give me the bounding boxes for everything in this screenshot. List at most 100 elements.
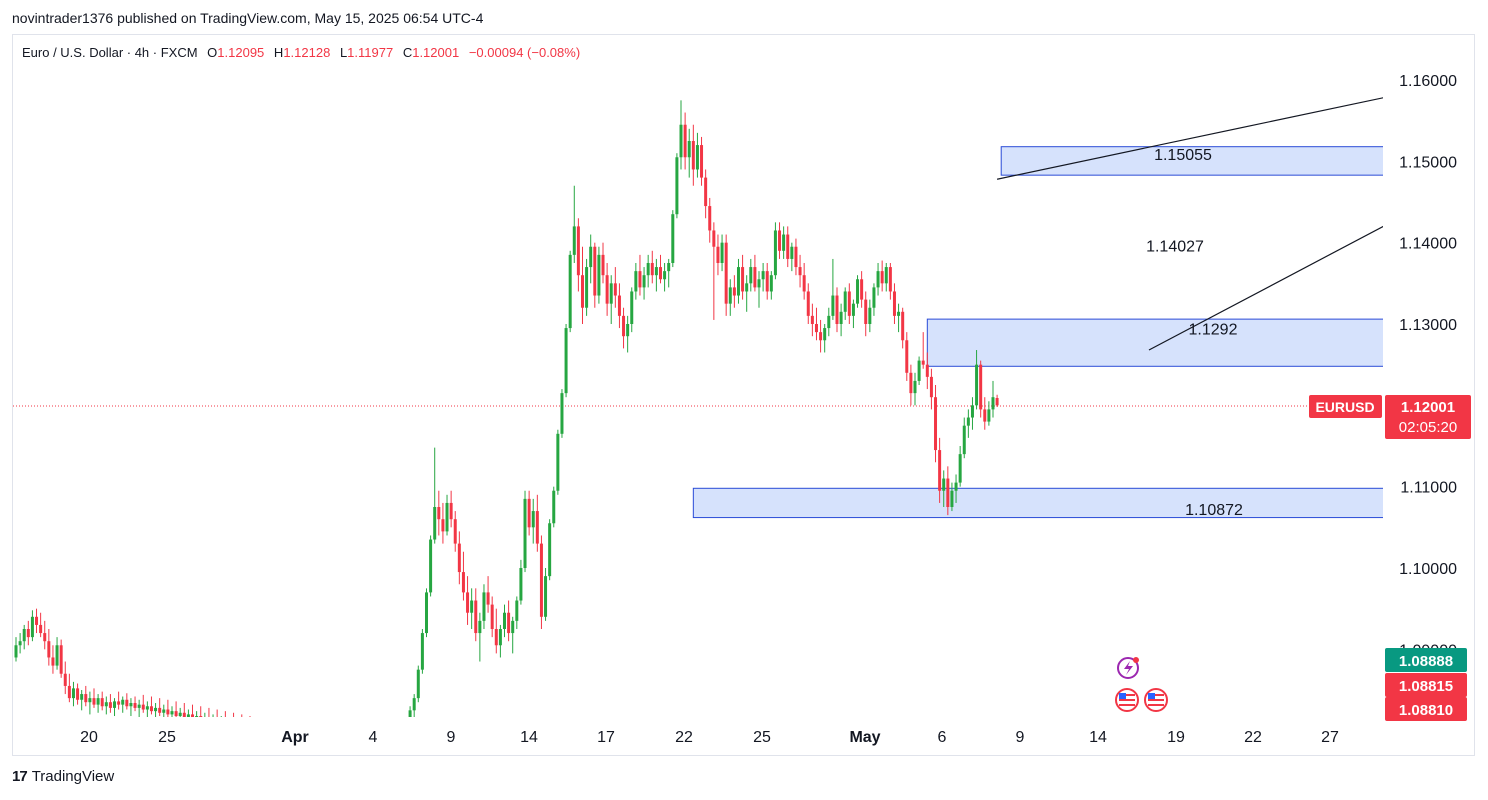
candle-body[interactable] xyxy=(478,620,482,634)
candle-body[interactable] xyxy=(790,246,794,259)
candle-body[interactable] xyxy=(942,478,946,491)
candle-body[interactable] xyxy=(257,727,260,732)
candle-body[interactable] xyxy=(897,311,901,316)
candle-body[interactable] xyxy=(359,749,362,752)
candle-body[interactable] xyxy=(186,714,190,717)
candle-body[interactable] xyxy=(786,234,790,259)
candle-body[interactable] xyxy=(224,721,227,726)
candle-body[interactable] xyxy=(71,688,75,699)
candle-body[interactable] xyxy=(983,409,987,422)
candle-body[interactable] xyxy=(539,543,543,617)
candle-body[interactable] xyxy=(195,716,199,719)
candle-body[interactable] xyxy=(675,157,679,215)
candle-body[interactable] xyxy=(909,372,913,394)
candle-body[interactable] xyxy=(174,711,178,717)
candle-body[interactable] xyxy=(966,417,970,426)
candle-body[interactable] xyxy=(544,576,548,617)
candle-body[interactable] xyxy=(934,397,938,451)
candle-body[interactable] xyxy=(687,141,691,158)
candle-body[interactable] xyxy=(182,712,186,718)
candle-body[interactable] xyxy=(404,757,407,762)
candle-body[interactable] xyxy=(638,271,642,288)
candle-body[interactable] xyxy=(823,328,827,341)
candle-body[interactable] xyxy=(782,234,786,251)
zone-rectangle[interactable] xyxy=(926,318,1488,367)
candle-body[interactable] xyxy=(372,750,375,755)
candle-body[interactable] xyxy=(761,271,765,280)
candle-body[interactable] xyxy=(806,291,810,316)
candle-body[interactable] xyxy=(650,263,654,276)
candle-body[interactable] xyxy=(810,315,814,324)
candle-body[interactable] xyxy=(457,543,461,573)
candle-body[interactable] xyxy=(494,629,498,646)
candle-body[interactable] xyxy=(273,731,276,736)
candle-body[interactable] xyxy=(913,380,917,394)
candle-body[interactable] xyxy=(515,600,519,621)
candle-body[interactable] xyxy=(261,729,264,732)
candle-body[interactable] xyxy=(466,592,470,613)
candle-body[interactable] xyxy=(745,283,749,292)
candle-body[interactable] xyxy=(331,742,334,747)
candle-body[interactable] xyxy=(265,729,268,734)
candle-body[interactable] xyxy=(962,425,966,455)
candle-body[interactable] xyxy=(564,328,568,394)
candle-body[interactable] xyxy=(100,698,104,707)
candle-body[interactable] xyxy=(429,539,433,593)
zone-rectangle[interactable] xyxy=(692,487,1488,519)
candle-body[interactable] xyxy=(589,246,593,268)
candle-body[interactable] xyxy=(212,719,215,722)
candle-body[interactable] xyxy=(663,271,667,280)
candle-body[interactable] xyxy=(236,724,239,727)
candle-body[interactable] xyxy=(162,709,166,713)
candle-body[interactable] xyxy=(433,507,437,540)
zone-rectangle[interactable] xyxy=(1000,146,1488,176)
candle-body[interactable] xyxy=(425,592,428,634)
event-icons[interactable] xyxy=(1115,657,1168,712)
candle-body[interactable] xyxy=(178,712,182,717)
candle-body[interactable] xyxy=(84,694,88,703)
candle-body[interactable] xyxy=(958,454,962,483)
candle-body[interactable] xyxy=(847,291,851,316)
candle-body[interactable] xyxy=(88,698,92,703)
candle-body[interactable] xyxy=(166,709,170,715)
candle-body[interactable] xyxy=(14,645,18,658)
candle-body[interactable] xyxy=(133,703,137,708)
candle-body[interactable] xyxy=(388,753,391,758)
candle-body[interactable] xyxy=(437,507,441,520)
candle-body[interactable] xyxy=(753,267,757,288)
candle-body[interactable] xyxy=(732,287,736,296)
candle-body[interactable] xyxy=(991,397,995,410)
candle-body[interactable] xyxy=(888,267,892,292)
candle-body[interactable] xyxy=(199,716,203,721)
candle-body[interactable] xyxy=(490,604,494,629)
candle-body[interactable] xyxy=(39,624,43,634)
candle-body[interactable] xyxy=(67,685,71,699)
candle-body[interactable] xyxy=(104,702,108,707)
candle-body[interactable] xyxy=(35,616,39,625)
candle-body[interactable] xyxy=(310,739,313,742)
candle-body[interactable] xyxy=(884,267,888,284)
candle-body[interactable] xyxy=(712,230,716,247)
candle-body[interactable] xyxy=(92,698,96,705)
candle-body[interactable] xyxy=(700,145,704,178)
candle-body[interactable] xyxy=(55,645,59,666)
candle-body[interactable] xyxy=(117,701,121,705)
candle-body[interactable] xyxy=(502,612,506,629)
candle-body[interactable] xyxy=(527,498,531,528)
candle-body[interactable] xyxy=(769,275,773,292)
candle-body[interactable] xyxy=(26,629,30,638)
candle-body[interactable] xyxy=(634,271,638,292)
candle-body[interactable] xyxy=(773,230,777,276)
candle-body[interactable] xyxy=(244,726,247,729)
candle-body[interactable] xyxy=(905,340,909,373)
candle-body[interactable] xyxy=(880,271,884,284)
candle-body[interactable] xyxy=(552,490,556,524)
candle-body[interactable] xyxy=(376,752,379,755)
candle-body[interactable] xyxy=(917,360,921,381)
symbol-legend[interactable]: Euro / U.S. Dollar · 4h · FXCM O1.12095 … xyxy=(22,45,580,60)
candle-body[interactable] xyxy=(141,704,145,710)
candle-body[interactable] xyxy=(765,271,769,292)
candle-body[interactable] xyxy=(695,145,699,170)
candle-body[interactable] xyxy=(47,641,51,658)
candle-body[interactable] xyxy=(720,242,724,263)
